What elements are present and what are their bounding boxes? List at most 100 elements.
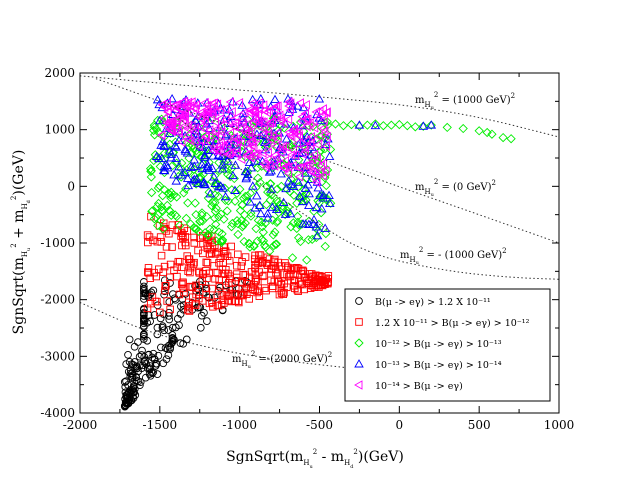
data-point-square <box>160 262 169 271</box>
x-tick-label: -2000 <box>63 418 98 432</box>
contour-annotation: mHu2 = (1000 GeV)2 <box>415 91 515 111</box>
data-point-diamond <box>226 222 237 232</box>
data-point-square <box>162 282 170 290</box>
data-point-circle <box>196 323 205 332</box>
data-point-square <box>258 258 266 267</box>
data-point-diamond <box>153 183 163 193</box>
data-point-triangle-up <box>209 172 219 181</box>
data-point-triangle-up <box>186 162 197 171</box>
data-point-triangle-left <box>209 143 219 153</box>
data-point-square <box>291 276 299 285</box>
data-point-triangle-up <box>154 153 164 163</box>
data-point-triangle-left <box>286 150 296 160</box>
data-point-triangle-up <box>297 196 308 206</box>
data-point-triangle-up <box>189 174 200 183</box>
data-point-triangle-left <box>285 98 295 108</box>
data-point-triangle-left <box>271 153 281 163</box>
data-point-square <box>280 279 288 288</box>
data-point-triangle-up <box>159 141 170 150</box>
data-point-triangle-left <box>311 107 320 117</box>
x-tick-label: 500 <box>468 418 491 432</box>
data-point-diamond <box>239 236 249 247</box>
data-point-square <box>277 289 286 297</box>
data-point-triangle-up <box>183 180 194 190</box>
data-point-square <box>156 233 165 241</box>
data-point-triangle-left <box>321 166 330 176</box>
data-point-triangle-up <box>159 161 170 171</box>
data-point-triangle-left <box>201 131 211 141</box>
data-point-square <box>179 231 187 239</box>
data-point-square <box>149 236 157 245</box>
data-point-diamond <box>248 241 259 251</box>
data-point-triangle-left <box>285 130 295 140</box>
data-point-triangle-left <box>243 143 252 154</box>
data-point-diamond <box>154 181 165 191</box>
data-point-square <box>233 261 241 270</box>
data-point-triangle-left <box>244 149 253 159</box>
data-point-circle <box>132 362 141 371</box>
data-point-square <box>190 239 199 247</box>
data-point-square <box>234 250 242 259</box>
data-point-square <box>146 274 154 282</box>
data-point-triangle-up <box>152 94 163 104</box>
data-point-triangle-left <box>180 102 189 112</box>
data-point-diamond <box>244 238 254 248</box>
data-point-triangle-left <box>183 134 193 145</box>
data-point-circle <box>200 308 208 317</box>
data-point-diamond <box>276 181 286 191</box>
data-point-diamond <box>313 169 324 180</box>
data-point-triangle-left <box>183 120 193 131</box>
data-point-square <box>205 269 213 278</box>
x-tick-label: -1000 <box>222 418 257 432</box>
data-point-circle <box>143 318 151 327</box>
data-point-diamond <box>402 121 412 131</box>
data-point-square <box>215 244 223 252</box>
data-point-circle <box>124 350 132 359</box>
data-point-triangle-left <box>273 133 282 144</box>
data-point-square <box>215 276 223 284</box>
data-point-triangle-up <box>189 155 200 164</box>
data-point-triangle-up <box>308 219 319 228</box>
data-point-circle <box>175 321 183 330</box>
data-point-diamond <box>185 219 196 229</box>
data-point-circle <box>143 291 152 300</box>
data-point-triangle-left <box>270 150 279 161</box>
data-point-circle <box>140 331 148 339</box>
data-point-diamond <box>257 222 268 232</box>
data-point-square <box>272 268 280 277</box>
data-point-square <box>293 263 301 272</box>
data-point-square <box>144 238 152 247</box>
data-point-triangle-left <box>301 136 311 146</box>
data-point-triangle-up <box>167 93 177 103</box>
data-point-square <box>294 264 303 273</box>
data-point-square <box>192 281 200 290</box>
data-point-square <box>173 272 181 281</box>
data-point-square <box>202 284 210 293</box>
data-point-triangle-up <box>222 156 233 165</box>
data-point-triangle-up <box>250 203 260 212</box>
data-point-triangle-up <box>246 162 256 172</box>
data-point-square <box>198 277 207 285</box>
data-point-triangle-up <box>311 202 322 212</box>
data-point-triangle-up <box>168 109 178 118</box>
data-point-triangle-up <box>208 139 218 149</box>
data-point-triangle-left <box>233 136 243 146</box>
data-point-diamond <box>170 137 181 147</box>
data-point-triangle-left <box>295 98 304 108</box>
data-point-diamond <box>346 119 357 130</box>
data-point-diamond <box>237 222 247 232</box>
data-point-square <box>217 301 226 309</box>
data-point-diamond <box>246 208 256 218</box>
data-point-triangle-left <box>268 131 277 142</box>
data-point-square <box>238 279 247 287</box>
data-point-diamond <box>498 132 508 143</box>
data-point-triangle-left <box>179 96 189 107</box>
data-point-triangle-up <box>202 163 212 172</box>
data-point-triangle-left <box>220 104 230 114</box>
data-point-triangle-left <box>288 160 297 171</box>
data-point-triangle-left <box>209 98 219 108</box>
data-point-diamond <box>219 123 229 134</box>
data-point-diamond <box>317 191 327 201</box>
data-point-diamond <box>246 211 256 221</box>
data-point-circle <box>218 306 227 315</box>
